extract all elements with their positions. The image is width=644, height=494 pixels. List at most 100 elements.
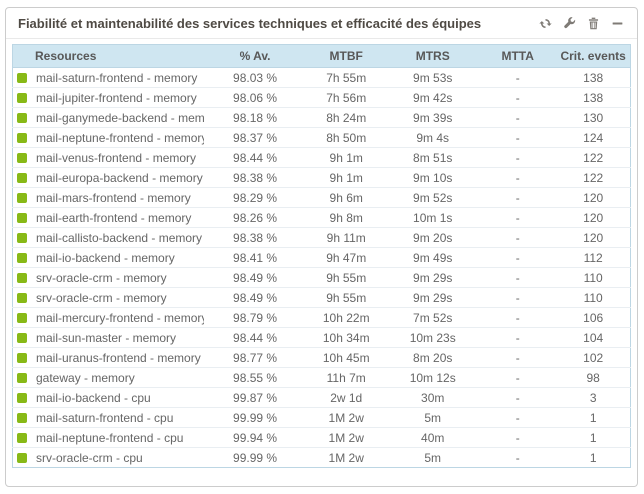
status-ok-icon — [17, 412, 27, 423]
mtta-cell: - — [479, 307, 557, 328]
table-row[interactable]: mail-neptune-frontend - memory 98.37 % 8h … — [12, 127, 631, 148]
table-row[interactable]: srv-oracle-crm - memory 98.49 % 9h 55m 9m 2… — [12, 267, 631, 288]
availability-cell: 98.29 % — [204, 187, 307, 208]
table-row[interactable]: mail-venus-frontend - memory 98.44 % 9h 1m… — [12, 147, 631, 168]
resource-name[interactable]: srv-oracle-crm - memory — [36, 270, 167, 285]
resource-name[interactable]: mail-sun-master - memory — [36, 330, 177, 345]
table-row[interactable]: mail-mercury-frontend - memory 98.79 % 10h… — [12, 307, 631, 328]
mtbf-cell: 9h 1m — [306, 167, 387, 188]
table-row[interactable]: mail-europa-backend - memory 98.38 % 9h 1m… — [12, 167, 631, 188]
table-row[interactable]: mail-jupiter-frontend - memory 98.06 % 7h … — [12, 87, 631, 108]
crit_events-cell: 120 — [556, 227, 631, 248]
refresh-icon — [539, 18, 552, 28]
resource-name[interactable]: mail-earth-frontend - memory — [36, 210, 192, 225]
crit_events-cell: 120 — [556, 187, 631, 208]
widget-content: Resources% Av. MTBF MTRS MTTA Crit. events m… — [6, 39, 637, 468]
resource-cell: srv-oracle-crm - memory — [12, 287, 205, 308]
table-row[interactable]: srv-oracle-crm - memory 98.49 % 9h 55m 9m 2… — [12, 287, 631, 308]
table-row[interactable]: mail-sun-master - memory 98.44 % 10h 34m 10… — [12, 327, 631, 348]
table-row[interactable]: mail-neptune-frontend - cpu 99.94 % 1M 2w 4… — [12, 427, 631, 448]
resource-name[interactable]: mail-mars-frontend - memory — [36, 190, 191, 205]
resource-cell: mail-earth-frontend - memory — [12, 207, 205, 228]
crit_events-cell: 106 — [556, 307, 631, 328]
collapse-button[interactable] — [610, 16, 625, 31]
mtbf-cell: 10h 34m — [306, 327, 387, 348]
availability-cell: 98.79 % — [204, 307, 307, 328]
crit_events-cell: 110 — [556, 287, 631, 308]
delete-button[interactable] — [586, 16, 601, 31]
resource-name[interactable]: mail-io-backend - memory — [36, 250, 175, 265]
table-row[interactable]: srv-oracle-crm - cpu 99.99 % 1M 2w 5m -1 — [12, 447, 631, 468]
resource-name[interactable]: mail-neptune-frontend - cpu — [36, 430, 184, 445]
mtta-cell: - — [479, 207, 557, 228]
resource-name[interactable]: gateway - memory — [36, 370, 135, 385]
widget-titlebar: Fiabilité et maintenabilité des services… — [6, 8, 637, 39]
availability-cell: 99.87 % — [204, 387, 307, 408]
resource-name[interactable]: mail-europa-backend - memory — [36, 170, 203, 185]
mtrs-cell: 8m 20s — [386, 347, 480, 368]
refresh-button[interactable] — [538, 16, 553, 31]
resource-name[interactable]: mail-saturn-frontend - memory — [36, 70, 198, 85]
resource-cell: mail-sun-master - memory — [12, 327, 205, 348]
status-ok-icon — [17, 312, 27, 323]
resource-cell: mail-callisto-backend - memory — [12, 227, 205, 248]
table-row[interactable]: mail-ganymede-backend - memory 98.18 % 8h … — [12, 107, 631, 128]
resource-name[interactable]: mail-ganymede-backend - memory — [36, 110, 205, 125]
mtbf-cell: 9h 8m — [306, 207, 387, 228]
configure-button[interactable] — [562, 16, 577, 31]
resource-name[interactable]: mail-jupiter-frontend - memory — [36, 90, 197, 105]
table-row[interactable]: mail-earth-frontend - memory 98.26 % 9h 8m… — [12, 207, 631, 228]
table-row[interactable]: mail-io-backend - cpu 99.87 % 2w 1d 30m -3 — [12, 387, 631, 408]
mtrs-cell: 5m — [386, 447, 480, 468]
availability-cell: 99.94 % — [204, 427, 307, 448]
table-row[interactable]: mail-saturn-frontend - cpu 99.99 % 1M 2w 5m… — [12, 407, 631, 428]
status-ok-icon — [17, 192, 27, 203]
mtbf-cell: 9h 55m — [306, 267, 387, 288]
mtbf-cell: 8h 50m — [306, 127, 387, 148]
availability-cell: 98.18 % — [204, 107, 307, 128]
resource-name[interactable]: mail-neptune-frontend - memory — [36, 130, 205, 145]
table-row[interactable]: mail-callisto-backend - memory 98.38 % 9h … — [12, 227, 631, 248]
mtrs-cell: 30m — [386, 387, 480, 408]
status-ok-icon — [17, 452, 27, 463]
mtbf-cell: 7h 56m — [306, 87, 387, 108]
table-row[interactable]: mail-uranus-frontend - memory 98.77 % 10h … — [12, 347, 631, 368]
resource-cell: mail-saturn-frontend - cpu — [12, 407, 205, 428]
trash-icon — [588, 17, 599, 29]
mtrs-cell: 5m — [386, 407, 480, 428]
crit_events-cell: 122 — [556, 167, 631, 188]
table-header-row: Resources% Av. MTBF MTRS MTTA Crit. events — [12, 44, 631, 68]
table-row[interactable]: mail-io-backend - memory 98.41 % 9h 47m 9m … — [12, 247, 631, 268]
status-ok-icon — [17, 252, 27, 263]
mtbf-cell: 9h 1m — [306, 147, 387, 168]
mtbf-cell: 10h 45m — [306, 347, 387, 368]
resource-name[interactable]: mail-io-backend - cpu — [36, 390, 151, 405]
status-ok-icon — [17, 212, 27, 223]
availability-cell: 98.37 % — [204, 127, 307, 148]
resource-name[interactable]: mail-uranus-frontend - memory — [36, 350, 201, 365]
table-row[interactable]: mail-mars-frontend - memory 98.29 % 9h 6m 9… — [12, 187, 631, 208]
status-ok-icon — [17, 372, 27, 383]
mtbf-cell: 1M 2w — [306, 447, 387, 468]
minus-icon — [612, 22, 623, 24]
status-ok-icon — [17, 352, 27, 363]
resource-name[interactable]: mail-venus-frontend - memory — [36, 150, 197, 165]
resource-name[interactable]: mail-saturn-frontend - cpu — [36, 410, 174, 425]
mtta-cell: - — [479, 107, 557, 128]
table-row[interactable]: mail-saturn-frontend - memory 98.03 % 7h 5… — [12, 67, 631, 88]
resource-name[interactable]: srv-oracle-crm - cpu — [36, 450, 143, 465]
table-row[interactable]: gateway - memory 98.55 % 11h 7m 10m 12s -98 — [12, 367, 631, 388]
resource-cell: mail-jupiter-frontend - memory — [12, 87, 205, 108]
resource-name[interactable]: mail-mercury-frontend - memory — [36, 310, 205, 325]
resource-cell: mail-saturn-frontend - memory — [12, 67, 205, 88]
crit_events-cell: 112 — [556, 247, 631, 268]
resource-name[interactable]: srv-oracle-crm - memory — [36, 290, 167, 305]
crit_events-cell: 122 — [556, 147, 631, 168]
availability-cell: 98.44 % — [204, 327, 307, 348]
mtbf-cell: 7h 55m — [306, 67, 387, 88]
mtta-cell: - — [479, 247, 557, 268]
mtrs-cell: 9m 53s — [386, 67, 480, 88]
crit_events-cell: 138 — [556, 87, 631, 108]
mtrs-cell: 9m 10s — [386, 167, 480, 188]
resource-name[interactable]: mail-callisto-backend - memory — [36, 230, 203, 245]
